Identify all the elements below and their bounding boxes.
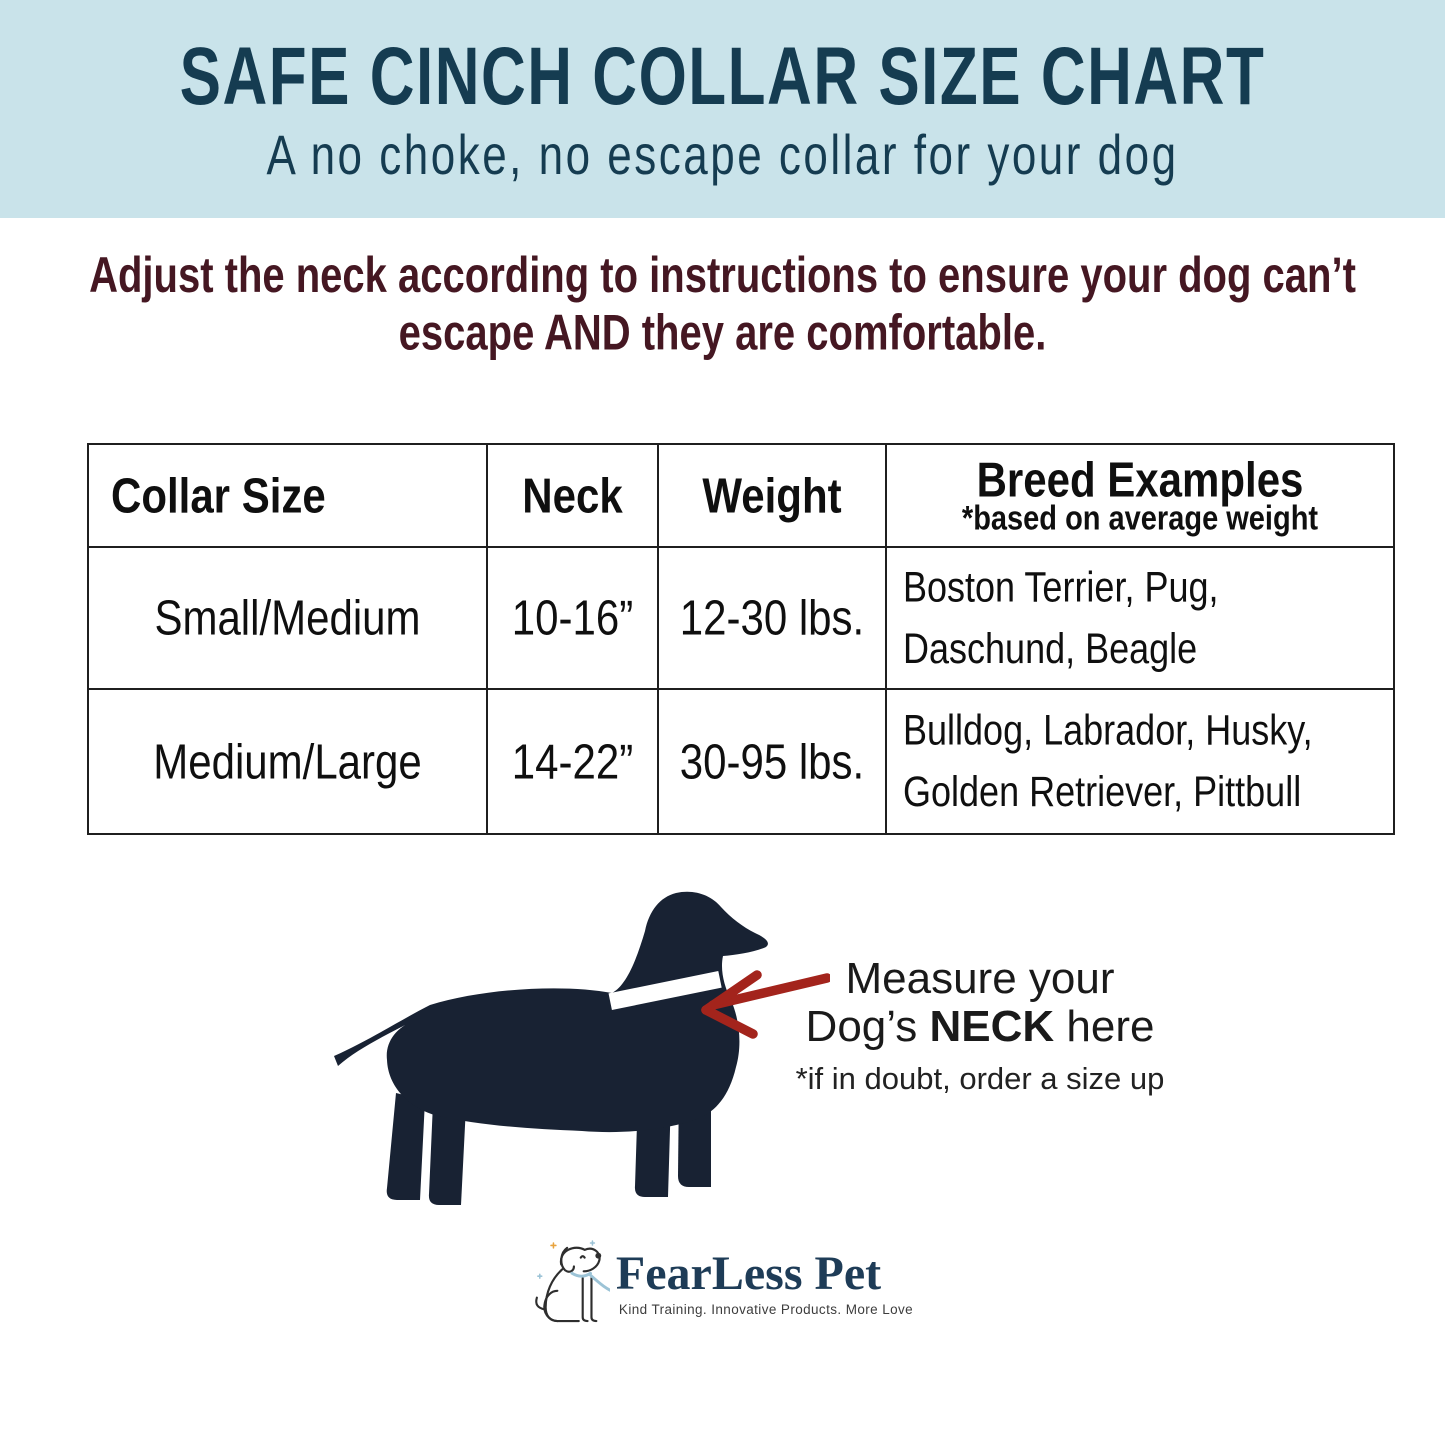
cell-weight: 30-95 lbs.: [657, 688, 887, 835]
instruction-note: Adjust the neck according to instruction…: [0, 247, 1445, 362]
neck-emphasis: NECK: [929, 1002, 1055, 1051]
header-band: SAFE CINCH COLLAR SIZE CHART A no choke,…: [0, 0, 1445, 218]
header-breed-note: *based on average weight: [961, 499, 1319, 538]
table-row: Medium/Large 14-22” 30-95 lbs. Bulldog, …: [87, 688, 1395, 835]
brand-tagline: Kind Training. Innovative Products. More…: [618, 1302, 914, 1317]
cell-neck: 14-22”: [486, 688, 659, 835]
instruction-note-line2: escape AND they are comfortable.: [398, 305, 1047, 361]
cell-breeds: Bulldog, Labrador, Husky, Golden Retriev…: [885, 688, 1395, 835]
puppy-leash: [570, 1271, 610, 1292]
size-up-note: *if in doubt, order a size up: [795, 1061, 1165, 1096]
header-breed-examples: Breed Examples *based on average weight: [885, 443, 1395, 548]
measure-annotation: Measure your Dog’s NECK here *if in doub…: [742, 955, 1218, 1097]
collar-band: [608, 970, 722, 1010]
dachshund-silhouette: [334, 891, 830, 1205]
measure-line2: Dog’s NECK here: [805, 1002, 1155, 1051]
brand-footer: FearLess Pet Kind Training. Innovative P…: [0, 1233, 1445, 1333]
cell-collar-size: Small/Medium: [87, 546, 488, 690]
header-collar-size: Collar Size: [87, 443, 488, 548]
cell-collar-size: Medium/Large: [87, 688, 488, 835]
sparkles: [536, 1240, 596, 1279]
measure-line1: Measure your: [845, 954, 1115, 1003]
cell-neck: 10-16”: [486, 546, 659, 690]
header-weight: Weight: [657, 443, 887, 548]
logo-puppy-icon: [535, 1240, 610, 1323]
instruction-note-line1: Adjust the neck according to instruction…: [89, 248, 1356, 304]
page-subtitle: A no choke, no escape collar for your do…: [266, 125, 1179, 187]
page-title: SAFE CINCH COLLAR SIZE CHART: [179, 31, 1266, 123]
puppy-nose: [595, 1252, 602, 1259]
brand-name: FearLess Pet: [615, 1247, 882, 1300]
cell-weight: 12-30 lbs.: [657, 546, 887, 690]
measure-arrow-icon: [701, 970, 830, 1039]
table-header-row: Collar Size Neck Weight Breed Examples *…: [87, 443, 1395, 548]
cell-breeds: Boston Terrier, Pug, Daschund, Beagle: [885, 546, 1395, 690]
header-neck: Neck: [486, 443, 659, 548]
dog-body: [334, 891, 768, 1133]
size-table: Collar Size Neck Weight Breed Examples *…: [87, 443, 1395, 835]
table-row: Small/Medium 10-16” 12-30 lbs. Boston Te…: [87, 546, 1395, 690]
